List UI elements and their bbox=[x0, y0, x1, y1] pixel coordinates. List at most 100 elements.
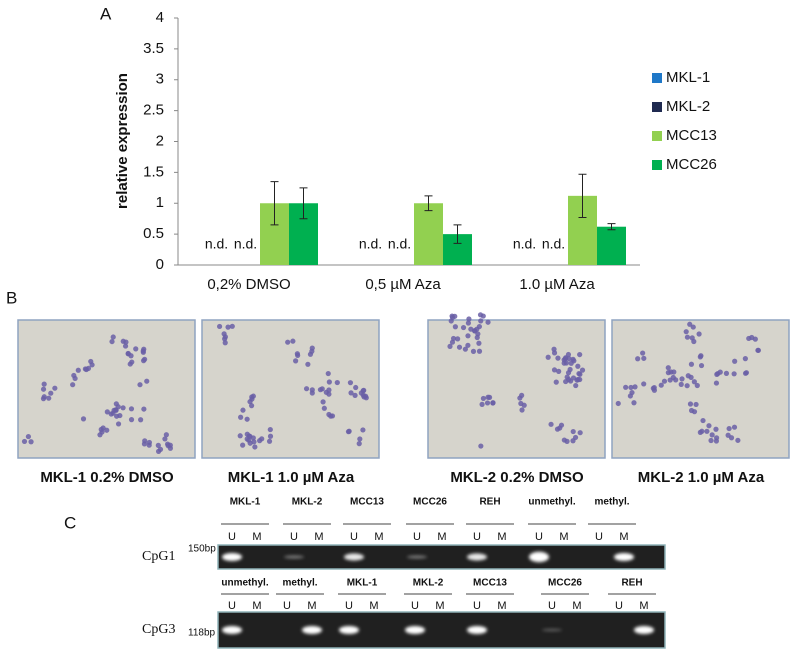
cell bbox=[706, 423, 712, 429]
lane-label: M bbox=[437, 531, 446, 543]
value-label: n.d. bbox=[388, 236, 411, 252]
lane-group: MCC26 bbox=[548, 578, 582, 589]
cell bbox=[293, 358, 299, 364]
cell bbox=[689, 335, 695, 341]
cell bbox=[146, 442, 152, 448]
cell bbox=[658, 382, 664, 388]
cell bbox=[693, 401, 699, 408]
cell bbox=[690, 324, 696, 330]
cell bbox=[133, 346, 139, 352]
cell bbox=[216, 323, 223, 330]
legend-swatch bbox=[652, 131, 662, 141]
cell bbox=[46, 395, 52, 401]
cell bbox=[696, 331, 702, 337]
cell bbox=[562, 356, 568, 362]
cell bbox=[570, 375, 577, 381]
cell bbox=[140, 349, 146, 355]
cell bbox=[519, 407, 525, 413]
micrograph-caption: MKL-2 0.2% DMSO bbox=[450, 469, 584, 486]
cell bbox=[52, 385, 58, 391]
x-tick-label: 0,2% DMSO bbox=[207, 276, 290, 293]
lane-label: M bbox=[374, 531, 383, 543]
lane-group: REH bbox=[479, 497, 500, 508]
cell bbox=[485, 319, 491, 325]
cell bbox=[222, 334, 228, 340]
y-tick-label: 2 bbox=[156, 132, 164, 149]
cell bbox=[120, 405, 126, 411]
gel-band bbox=[284, 555, 304, 559]
cell bbox=[114, 413, 120, 419]
cell bbox=[731, 424, 738, 430]
cell bbox=[70, 382, 76, 388]
cell bbox=[708, 437, 714, 444]
cell bbox=[661, 378, 668, 384]
lane-label: U bbox=[228, 600, 236, 612]
cell bbox=[713, 426, 719, 432]
lane-label: U bbox=[350, 531, 358, 543]
cell bbox=[346, 428, 352, 434]
cell bbox=[685, 373, 691, 379]
x-tick-label: 1.0 µM Aza bbox=[519, 276, 595, 293]
cell bbox=[651, 385, 657, 391]
cell bbox=[477, 312, 484, 318]
gel-band bbox=[614, 553, 634, 561]
cell bbox=[248, 403, 255, 409]
cell bbox=[566, 356, 572, 362]
cell bbox=[465, 320, 471, 326]
cell bbox=[155, 442, 161, 448]
cell bbox=[713, 438, 719, 444]
cell bbox=[162, 436, 168, 442]
cell bbox=[742, 370, 749, 376]
legend-swatch bbox=[652, 160, 662, 170]
lane-label: M bbox=[559, 531, 568, 543]
lane-label: M bbox=[435, 600, 444, 612]
cell bbox=[89, 362, 95, 368]
cell bbox=[449, 339, 456, 345]
cell bbox=[691, 379, 697, 385]
cell bbox=[697, 429, 703, 435]
cell bbox=[97, 432, 103, 438]
cell bbox=[41, 381, 47, 387]
cell bbox=[229, 323, 235, 329]
cell bbox=[687, 401, 694, 407]
cell bbox=[746, 335, 752, 342]
cell bbox=[548, 421, 554, 427]
cell bbox=[577, 430, 583, 436]
micrograph bbox=[611, 319, 790, 459]
gel-band bbox=[222, 553, 242, 561]
cell bbox=[127, 361, 133, 367]
cell bbox=[138, 417, 144, 423]
cell bbox=[141, 406, 147, 412]
legend-label: MKL-1 bbox=[666, 69, 710, 86]
cell bbox=[240, 407, 246, 413]
cell bbox=[479, 401, 485, 407]
cell bbox=[577, 376, 583, 383]
cell bbox=[295, 352, 301, 359]
cell bbox=[551, 350, 558, 356]
cell bbox=[484, 400, 491, 406]
cell bbox=[465, 333, 471, 339]
cell bbox=[723, 370, 730, 376]
cell bbox=[448, 318, 454, 324]
gel-band bbox=[222, 626, 242, 634]
cell bbox=[334, 379, 340, 386]
cell bbox=[635, 356, 641, 362]
lane-label: M bbox=[314, 531, 323, 543]
error-bar bbox=[607, 223, 616, 231]
cell bbox=[360, 427, 366, 433]
cell bbox=[679, 376, 685, 382]
cell bbox=[568, 360, 574, 366]
cell bbox=[641, 381, 647, 387]
cell bbox=[25, 433, 32, 440]
cell bbox=[167, 445, 174, 451]
cell bbox=[240, 442, 246, 448]
micrograph-caption: MKL-1 1.0 µM Aza bbox=[228, 469, 355, 486]
error-bar bbox=[299, 187, 308, 220]
cell bbox=[480, 395, 487, 402]
lane-group: unmethyl. bbox=[221, 578, 268, 589]
lane-group: methyl. bbox=[282, 578, 317, 589]
legend-label: MKL-2 bbox=[666, 98, 710, 115]
cell bbox=[305, 361, 311, 367]
y-axis-label: relative expression bbox=[114, 73, 131, 209]
micrograph bbox=[201, 319, 380, 459]
